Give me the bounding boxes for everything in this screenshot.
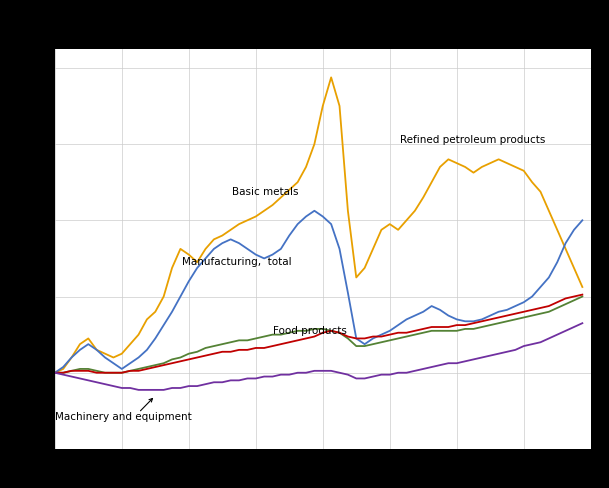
- Text: Refined petroleum products: Refined petroleum products: [400, 135, 545, 145]
- Text: Machinery and equipment: Machinery and equipment: [55, 412, 192, 422]
- Text: Basic metals: Basic metals: [232, 187, 299, 197]
- Text: Food products: Food products: [272, 326, 347, 336]
- Text: Manufacturing,  total: Manufacturing, total: [182, 257, 292, 267]
